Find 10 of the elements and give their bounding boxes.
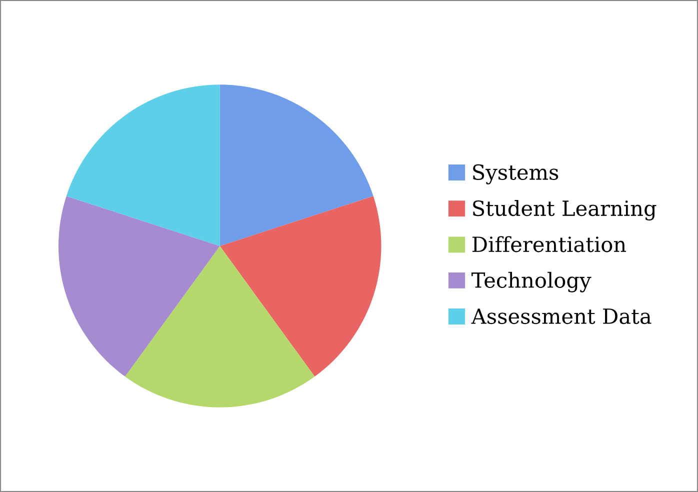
legend-label: Differentiation — [472, 236, 626, 252]
legend-label: Student Learning — [473, 200, 656, 220]
pie-slice — [58, 196, 220, 377]
legend-label: Systems — [473, 164, 558, 184]
legend-label: Assessment Data — [471, 308, 652, 324]
pie-slice — [66, 84, 220, 246]
legend-label: Technology — [472, 272, 592, 292]
pie-slice — [220, 84, 374, 246]
pie-slice — [125, 246, 315, 408]
pie-slice — [220, 196, 382, 377]
